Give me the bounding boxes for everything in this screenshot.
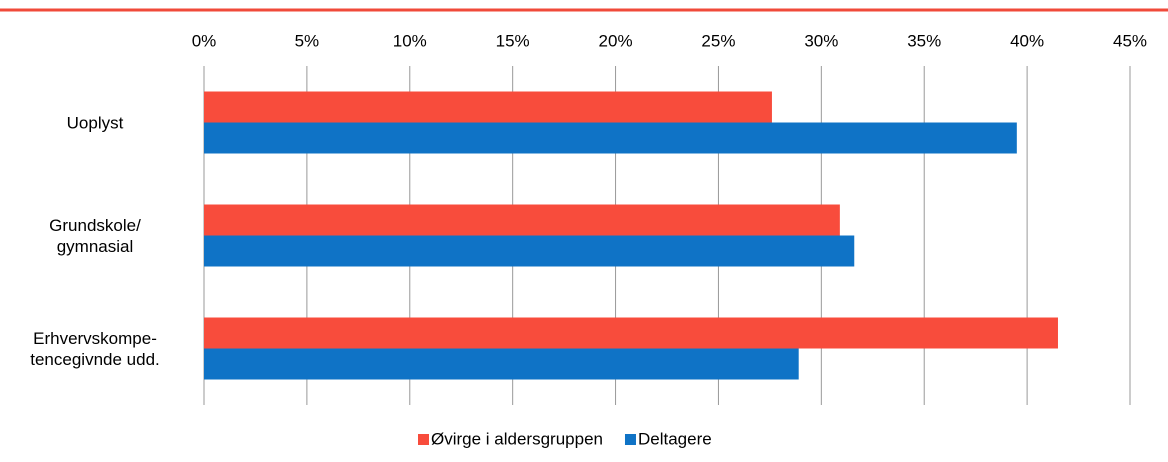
x-tick-label: 45% — [1113, 31, 1147, 50]
bar — [204, 348, 799, 380]
x-tick-label: 20% — [599, 31, 633, 50]
bar — [204, 317, 1058, 349]
legend-label: Øvirge i aldersgruppen — [431, 429, 603, 448]
legend-swatch — [418, 434, 429, 445]
x-tick-label: 25% — [701, 31, 735, 50]
y-tick-label: Uoplyst — [66, 113, 124, 132]
y-tick-label: Erhvervskompe- tencegivnde udd. — [30, 328, 160, 369]
x-tick-label: 35% — [907, 31, 941, 50]
legend-label: Deltagere — [638, 429, 712, 448]
x-tick-label: 10% — [393, 31, 427, 50]
bar — [204, 122, 1017, 154]
x-tick-label: 40% — [1010, 31, 1044, 50]
x-tick-label: 30% — [804, 31, 838, 50]
x-tick-label: 5% — [295, 31, 320, 50]
bar — [204, 91, 772, 123]
legend-swatch — [624, 434, 636, 445]
x-tick-label: 0% — [192, 31, 217, 50]
bar — [204, 204, 840, 236]
y-tick-label: Grundskole/ gymnasial — [49, 215, 141, 256]
x-tick-label: 15% — [496, 31, 530, 50]
bar — [204, 235, 855, 267]
